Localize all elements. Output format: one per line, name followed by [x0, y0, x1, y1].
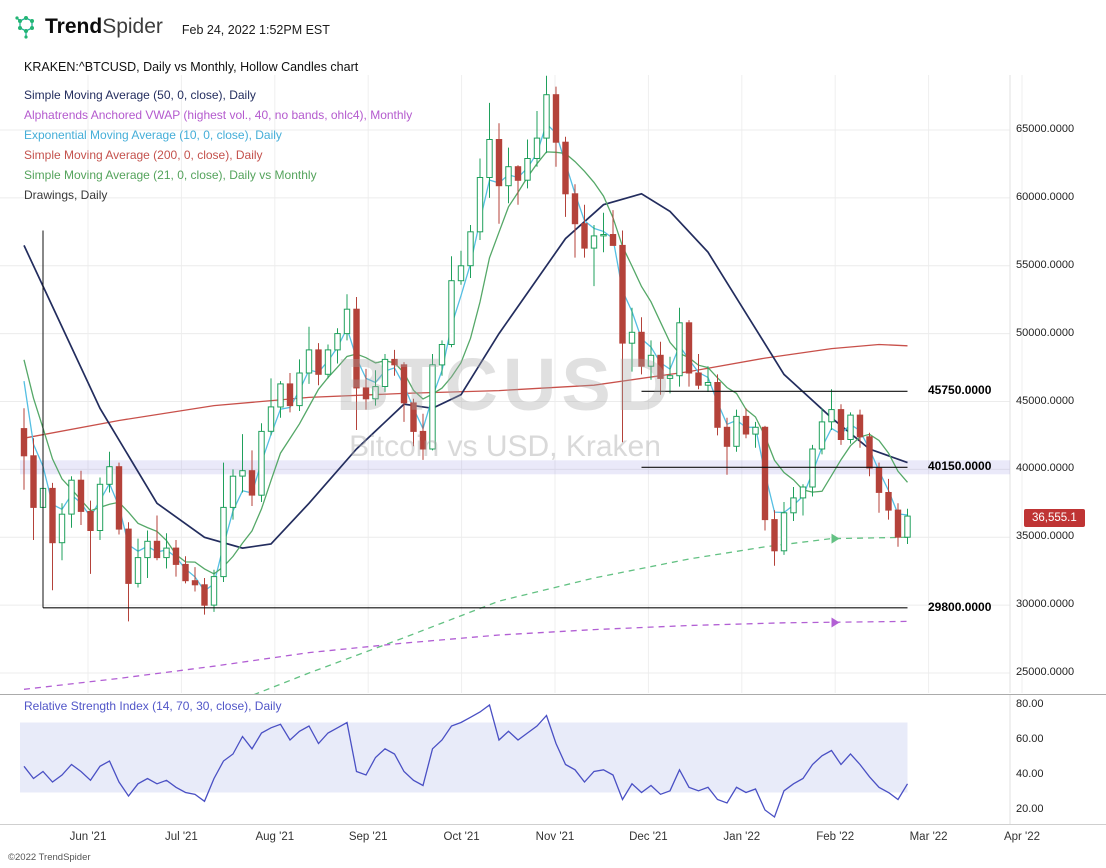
last-price-badge: 36,555.1 — [1024, 509, 1085, 527]
main-price-chart[interactable] — [0, 75, 1106, 695]
x-axis-label: Aug '21 — [255, 831, 295, 843]
sma-50-line — [23, 192, 908, 549]
sma21-monthly-line — [251, 536, 908, 695]
vwap-monthly-arrow-icon — [831, 617, 840, 628]
indicator-legend: Simple Moving Average (50, 0, close), Da… — [24, 85, 412, 205]
rsi-axis-label: 80.00 — [1016, 698, 1044, 710]
trendspider-logo[interactable]: TrendSpider — [45, 15, 163, 39]
legend-item-sma-200[interactable]: Simple Moving Average (200, 0, close), D… — [24, 148, 263, 162]
candles-layer — [20, 75, 911, 622]
chart-datetime: Feb 24, 2022 1:52PM EST — [181, 22, 330, 37]
x-axis-label: Jul '21 — [164, 831, 198, 843]
axis-separator — [0, 824, 1106, 825]
legend-item-sma-50[interactable]: Simple Moving Average (50, 0, close), Da… — [24, 88, 256, 102]
x-axis-label: Feb '22 — [816, 831, 855, 843]
legend-item-sma-21[interactable]: Simple Moving Average (21, 0, close), Da… — [24, 168, 317, 182]
copyright: ©2022 TrendSpider — [8, 852, 91, 863]
sma21-monthly-arrow-icon — [831, 533, 840, 544]
chart-title: KRAKEN:^BTCUSD, Daily vs Monthly, Hollow… — [24, 60, 359, 74]
rsi-panel[interactable] — [0, 695, 1106, 825]
x-axis-label: Apr '22 — [1003, 831, 1041, 843]
panel-separator — [0, 694, 1106, 695]
gridlines — [0, 75, 1023, 693]
rsi-indicator-label[interactable]: Relative Strength Index (14, 70, 30, clo… — [24, 699, 282, 713]
y-axis-label: 65000.0000 — [1016, 123, 1075, 135]
x-axis-label: Nov '21 — [535, 831, 575, 843]
rsi-axis-label: 60.00 — [1016, 733, 1044, 745]
y-axis-label: 50000.0000 — [1016, 326, 1075, 339]
x-axis-label: Jun '21 — [69, 831, 107, 843]
y-axis-label: 30000.0000 — [1016, 598, 1075, 611]
y-axis-label: 60000.0000 — [1016, 190, 1075, 203]
ema-10-line — [23, 122, 908, 592]
legend-item-ema-10[interactable]: Exponential Moving Average (10, 0, close… — [24, 128, 282, 142]
y-axis-label: 55000.0000 — [1016, 258, 1075, 271]
rsi-line — [23, 703, 909, 819]
app-header: TrendSpider Feb 24, 2022 1:52PM EST — [14, 13, 330, 41]
logo-bold-text: Trend — [45, 15, 103, 38]
drawing-price-label[interactable]: 29800.0000 — [928, 599, 992, 614]
drawing-price-label[interactable]: 40150.0000 — [928, 459, 992, 474]
logo-light-text: Spider — [102, 15, 163, 38]
rsi-axis-label: 20.00 — [1016, 803, 1044, 815]
x-axis-label: Sep '21 — [348, 831, 388, 843]
sma-200-line — [23, 343, 908, 439]
x-axis-label: Mar '22 — [909, 831, 948, 843]
sma-21-line — [23, 151, 908, 575]
legend-item-drawings[interactable]: Drawings, Daily — [24, 188, 108, 202]
y-axis-label: 35000.0000 — [1016, 530, 1075, 543]
x-axis-label: Dec '21 — [629, 831, 668, 843]
y-axis-label: 40000.0000 — [1016, 462, 1075, 475]
x-axis-label: Oct '21 — [443, 831, 480, 843]
x-axis-label: Jan '22 — [723, 831, 761, 843]
y-axis-label: 45000.0000 — [1016, 394, 1075, 407]
legend-item-vwap-monthly[interactable]: Alphatrends Anchored VWAP (highest vol.,… — [24, 108, 413, 122]
trendspider-logo-icon — [14, 13, 38, 41]
y-axis-label: 25000.0000 — [1016, 666, 1075, 678]
vwap-monthly-line — [23, 620, 908, 690]
rsi-axis-label: 40.00 — [1016, 768, 1044, 780]
drawing-price-label[interactable]: 45750.0000 — [928, 383, 992, 398]
drawings-layer[interactable] — [42, 230, 908, 609]
